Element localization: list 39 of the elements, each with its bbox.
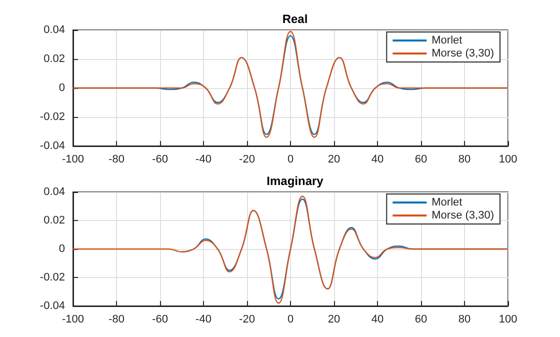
x-tick-label: -60	[152, 154, 168, 166]
x-tick-label: 60	[414, 154, 428, 166]
legend-label: Morse (3,30)	[432, 48, 494, 60]
x-tick-label: -40	[196, 314, 212, 326]
y-tick-label: -0.04	[40, 140, 65, 152]
y-tick-label: 0	[58, 82, 65, 94]
y-tick-label: 0	[58, 243, 65, 255]
chart-title: Real	[282, 12, 308, 26]
x-tick-label: 40	[371, 314, 384, 326]
x-tick-label: -100	[62, 314, 84, 326]
y-tick-label: -0.02	[40, 272, 65, 284]
x-tick-label: 20	[328, 154, 340, 166]
legend-label: Morlet	[432, 34, 462, 46]
y-tick-label: 0.02	[44, 53, 65, 65]
x-tick-label: -20	[239, 314, 255, 326]
y-tick-label: 0.04	[44, 186, 65, 198]
x-tick-label: 80	[458, 314, 471, 326]
legend-label: Morlet	[432, 196, 462, 208]
y-tick-label: 0.02	[44, 214, 65, 226]
x-tick-label: -40	[196, 154, 212, 166]
x-tick-label: -60	[152, 314, 168, 326]
y-tick-label: -0.02	[40, 111, 65, 123]
y-tick-label: -0.04	[40, 300, 65, 312]
chart-title: Imaginary	[266, 174, 324, 188]
x-tick-label: 0	[287, 154, 294, 166]
line-series	[72, 196, 509, 304]
x-tick-label: -80	[108, 314, 124, 326]
x-tick-label: -80	[108, 154, 124, 166]
x-tick-label: -100	[62, 154, 84, 166]
x-tick-label: 80	[458, 154, 471, 166]
x-tick-label: 100	[498, 154, 518, 166]
x-tick-label: 40	[371, 154, 384, 166]
x-tick-label: -20	[239, 154, 255, 166]
legend-label: Morse (3,30)	[432, 210, 494, 222]
x-tick-label: 100	[498, 314, 518, 326]
x-tick-label: 0	[287, 314, 294, 326]
x-tick-label: 60	[414, 314, 428, 326]
y-tick-label: 0.04	[44, 24, 65, 36]
x-tick-label: 20	[328, 314, 340, 326]
